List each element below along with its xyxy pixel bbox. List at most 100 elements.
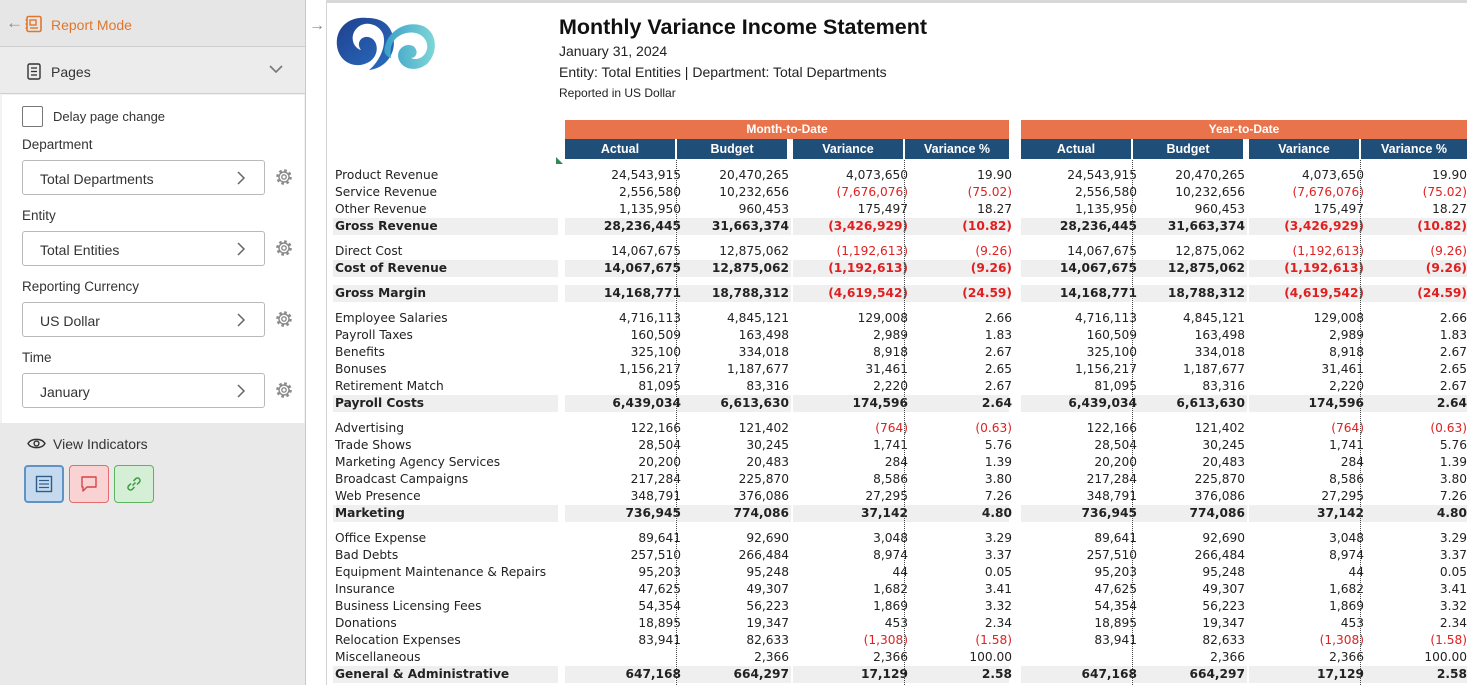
table-cell[interactable]: 14,067,675 [611,244,681,258]
table-cell[interactable]: 1,135,950 [1074,202,1137,216]
table-cell[interactable]: 3.41 [1439,582,1467,596]
table-cell[interactable]: 14,168,771 [1059,286,1137,300]
table-cell[interactable]: 47,625 [638,582,681,596]
table-cell[interactable]: 92,690 [1202,531,1245,545]
table-cell[interactable]: 31,663,374 [1167,219,1245,233]
table-cell[interactable]: 14,067,675 [1059,261,1137,275]
table-cell[interactable]: (4,619,542) [828,286,908,300]
pages-section-header[interactable]: Pages [0,47,305,94]
table-cell[interactable]: (1,192,613) [1284,261,1364,275]
table-cell[interactable]: (9.26) [975,244,1012,258]
delay-page-change-label[interactable]: Delay page change [53,108,166,124]
table-cell[interactable]: 348,791 [1086,489,1137,503]
table-cell[interactable]: 7.26 [984,489,1012,503]
table-cell[interactable]: 27,295 [865,489,908,503]
table-cell[interactable]: 49,307 [746,582,789,596]
table-cell[interactable]: 2.67 [1439,379,1467,393]
time-field[interactable]: January [22,373,265,408]
entity-field[interactable]: Total Entities [22,231,265,266]
table-cell[interactable]: 8,974 [1329,548,1364,562]
table-cell[interactable]: 121,402 [738,421,789,435]
table-cell[interactable]: 257,510 [1086,548,1137,562]
table-cell[interactable]: (1.58) [975,633,1012,647]
table-cell[interactable]: (3,426,929) [1284,219,1364,233]
table-cell[interactable]: 175,497 [1313,202,1364,216]
table-cell[interactable]: 54,354 [1094,599,1137,613]
table-cell[interactable]: 1,187,677 [1182,362,1245,376]
table-cell[interactable]: 2.66 [984,311,1012,325]
table-cell[interactable]: 31,461 [1321,362,1364,376]
table-cell[interactable]: 4,716,113 [1074,311,1137,325]
table-cell[interactable]: (9.26) [1425,261,1467,275]
table-cell[interactable]: 1,741 [1329,438,1364,452]
table-cell[interactable]: 10,232,656 [1175,185,1245,199]
table-cell[interactable]: 30,245 [746,438,789,452]
table-cell[interactable]: 56,223 [746,599,789,613]
table-cell[interactable]: 56,223 [1202,599,1245,613]
table-cell[interactable]: 37,142 [1316,506,1364,520]
table-cell[interactable]: 19,347 [746,616,789,630]
table-cell[interactable]: 2,366 [754,650,789,664]
table-cell[interactable]: (75.02) [1422,185,1467,199]
table-cell[interactable]: 18,788,312 [711,286,789,300]
table-cell[interactable]: 217,284 [1086,472,1137,486]
table-cell[interactable]: 257,510 [630,548,681,562]
table-cell[interactable]: 19.90 [1432,168,1467,182]
table-cell[interactable]: 14,067,675 [1067,244,1137,258]
table-cell[interactable]: 334,018 [738,345,789,359]
table-cell[interactable]: 44 [892,565,908,579]
table-cell[interactable]: 24,543,915 [611,168,681,182]
table-cell[interactable]: (1,308) [863,633,908,647]
table-cell[interactable]: 37,142 [860,506,908,520]
table-cell[interactable]: 122,166 [1086,421,1137,435]
table-cell[interactable]: 19.90 [977,168,1012,182]
table-cell[interactable]: 20,483 [746,455,789,469]
table-cell[interactable]: 334,018 [1194,345,1245,359]
table-cell[interactable]: (764) [1331,421,1364,435]
table-cell[interactable]: (7,676,076) [836,185,908,199]
table-cell[interactable]: (24.59) [1417,286,1467,300]
table-cell[interactable]: 4.80 [981,506,1012,520]
table-cell[interactable]: 82,633 [746,633,789,647]
table-cell[interactable]: 664,297 [733,667,789,681]
table-cell[interactable]: 2,366 [873,650,908,664]
table-cell[interactable]: 3.41 [984,582,1012,596]
table-cell[interactable]: 24,543,915 [1067,168,1137,182]
table-cell[interactable]: 3.32 [1439,599,1467,613]
table-cell[interactable]: 1,156,217 [618,362,681,376]
table-cell[interactable]: 28,504 [1094,438,1137,452]
table-cell[interactable]: 774,086 [733,506,789,520]
table-cell[interactable]: 175,497 [857,202,908,216]
table-cell[interactable]: 3.80 [984,472,1012,486]
table-cell[interactable]: 100.00 [1424,650,1467,664]
table-cell[interactable]: 736,945 [1081,506,1137,520]
table-cell[interactable]: 2.58 [1436,667,1467,681]
table-cell[interactable]: 81,095 [1094,379,1137,393]
table-cell[interactable]: 225,870 [1194,472,1245,486]
table-cell[interactable]: 3,048 [873,531,908,545]
table-cell[interactable]: 8,586 [1329,472,1364,486]
table-cell[interactable]: 83,316 [746,379,789,393]
table-cell[interactable]: (1,192,613) [828,261,908,275]
table-cell[interactable]: 8,918 [1329,345,1364,359]
table-cell[interactable]: 8,974 [873,548,908,562]
table-cell[interactable]: 4,073,650 [1301,168,1364,182]
table-cell[interactable]: 28,504 [638,438,681,452]
table-cell[interactable]: 4,845,121 [1182,311,1245,325]
back-arrow-icon[interactable]: ← [6,13,23,32]
table-cell[interactable]: 121,402 [1194,421,1245,435]
table-cell[interactable]: 30,245 [1202,438,1245,452]
table-cell[interactable]: 49,307 [1202,582,1245,596]
table-cell[interactable]: 2,220 [1329,379,1364,393]
table-cell[interactable]: 6,439,034 [612,396,681,410]
table-cell[interactable]: 83,941 [1094,633,1137,647]
table-cell[interactable]: 266,484 [1194,548,1245,562]
table-cell[interactable]: 95,203 [638,565,681,579]
table-cell[interactable]: 1,869 [1329,599,1364,613]
table-cell[interactable]: 453 [884,616,908,630]
table-cell[interactable]: 17,129 [860,667,908,681]
chevron-down-icon[interactable] [268,63,284,75]
table-cell[interactable]: 8,918 [873,345,908,359]
table-cell[interactable]: 1.39 [984,455,1012,469]
table-cell[interactable]: 284 [1340,455,1364,469]
